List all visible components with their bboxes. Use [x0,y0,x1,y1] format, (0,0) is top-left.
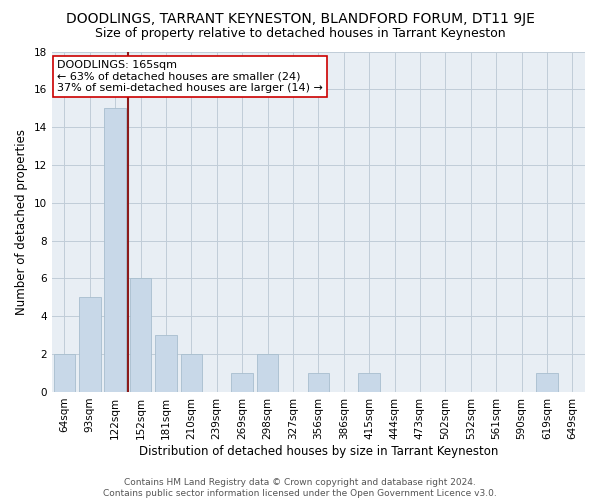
Bar [79,298,101,392]
Bar [181,354,202,392]
X-axis label: Distribution of detached houses by size in Tarrant Keyneston: Distribution of detached houses by size … [139,444,498,458]
Y-axis label: Number of detached properties: Number of detached properties [15,128,28,314]
Bar [358,373,380,392]
Text: Size of property relative to detached houses in Tarrant Keyneston: Size of property relative to detached ho… [95,28,505,40]
Bar [104,108,126,392]
Bar [308,373,329,392]
Bar [257,354,278,392]
Text: DOODLINGS, TARRANT KEYNESTON, BLANDFORD FORUM, DT11 9JE: DOODLINGS, TARRANT KEYNESTON, BLANDFORD … [65,12,535,26]
Bar [53,354,75,392]
Text: Contains HM Land Registry data © Crown copyright and database right 2024.
Contai: Contains HM Land Registry data © Crown c… [103,478,497,498]
Bar [536,373,557,392]
Bar [155,335,177,392]
Bar [232,373,253,392]
Text: DOODLINGS: 165sqm
← 63% of detached houses are smaller (24)
37% of semi-detached: DOODLINGS: 165sqm ← 63% of detached hous… [57,60,323,93]
Bar [130,278,151,392]
